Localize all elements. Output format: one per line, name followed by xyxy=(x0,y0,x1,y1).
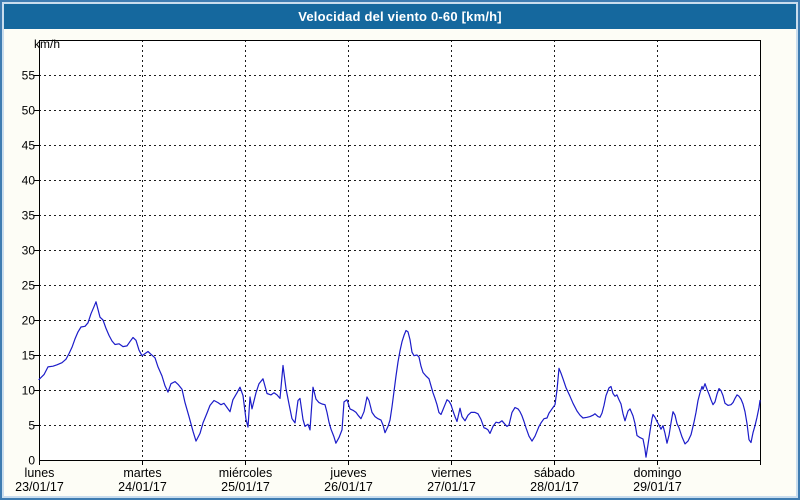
day-date-label: 28/01/17 xyxy=(530,480,579,494)
day-date-label: 26/01/17 xyxy=(324,480,373,494)
wind-speed-line xyxy=(38,301,761,458)
axis-ticks xyxy=(34,75,761,465)
svg-text:10: 10 xyxy=(22,384,36,398)
svg-text:50: 50 xyxy=(22,104,36,118)
svg-text:0: 0 xyxy=(28,454,35,468)
chart-title: Velocidad del viento 0-60 [km/h] xyxy=(298,9,502,24)
day-name-label: sábado xyxy=(534,466,575,480)
plot-border xyxy=(38,39,762,462)
day-date-label: 29/01/17 xyxy=(633,480,682,494)
svg-text:20: 20 xyxy=(22,314,36,328)
day-name-label: jueves xyxy=(329,466,366,480)
day-name-label: miércoles xyxy=(219,466,273,480)
svg-text:55: 55 xyxy=(22,69,36,83)
day-date-label: 25/01/17 xyxy=(221,480,270,494)
day-date-label: 27/01/17 xyxy=(427,480,476,494)
day-date-label: 24/01/17 xyxy=(118,480,167,494)
svg-text:45: 45 xyxy=(22,139,36,153)
chart-title-bar: Velocidad del viento 0-60 [km/h] xyxy=(4,4,796,29)
day-name-label: lunes xyxy=(25,466,55,480)
svg-text:35: 35 xyxy=(22,209,36,223)
day-name-label: domingo xyxy=(634,466,682,480)
y-axis-labels: 0 5 10 15 20 25 30 35 40 45 50 55 xyxy=(22,69,36,468)
day-date-label: 23/01/17 xyxy=(15,480,64,494)
day-name-label: viernes xyxy=(431,466,471,480)
svg-text:25: 25 xyxy=(22,279,36,293)
day-name-label: martes xyxy=(123,466,161,480)
svg-text:30: 30 xyxy=(22,244,36,258)
svg-text:15: 15 xyxy=(22,349,36,363)
svg-text:40: 40 xyxy=(22,174,36,188)
svg-text:5: 5 xyxy=(28,419,35,433)
y-axis-unit-label: km/h xyxy=(34,37,60,51)
